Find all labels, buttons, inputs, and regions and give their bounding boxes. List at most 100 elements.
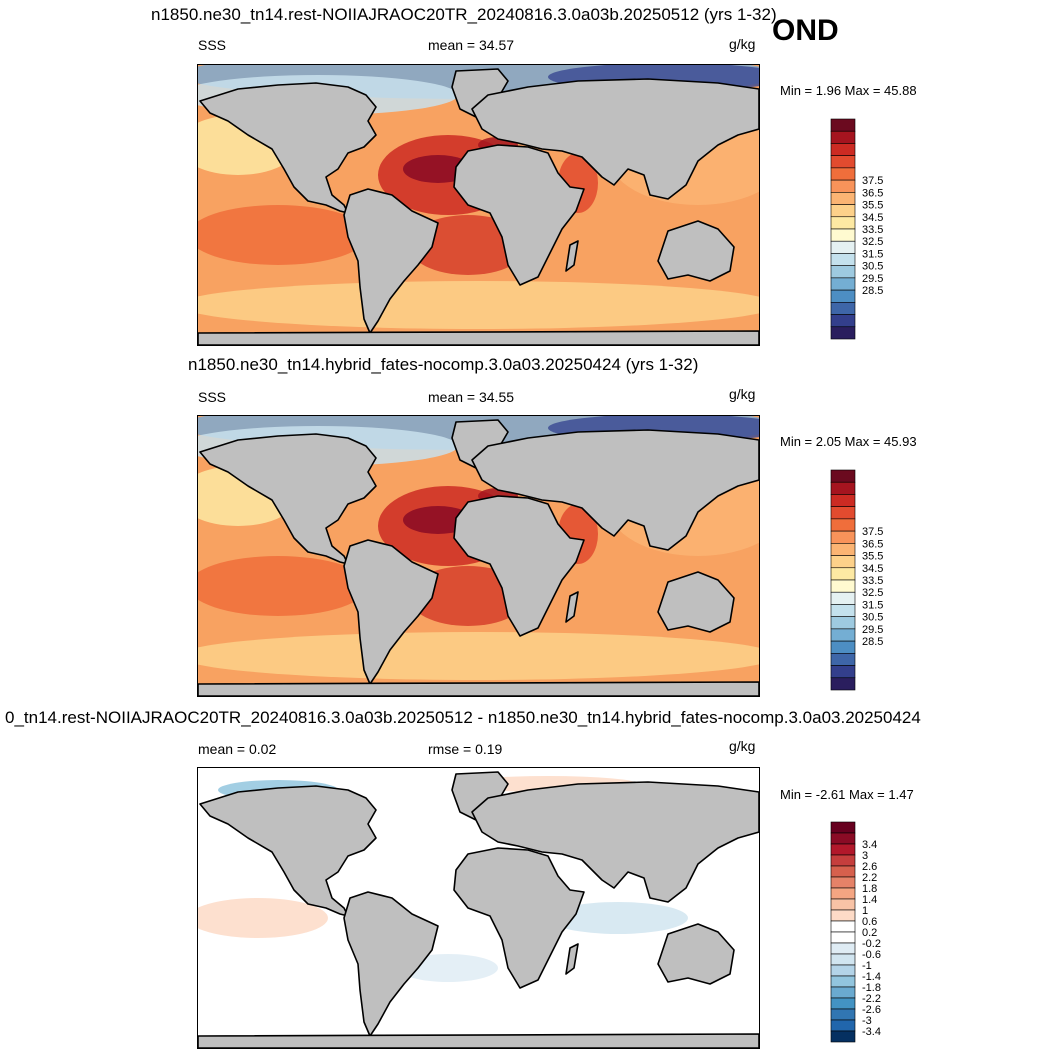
panel3-south-america-landmass bbox=[343, 891, 439, 1037]
panel1-colorbar-swatch bbox=[830, 228, 856, 242]
panel3-colorbar-swatch bbox=[830, 920, 856, 933]
panel3-title: 0_tn14.rest-NOIIAJRAOC20TR_20240816.3.0a… bbox=[5, 708, 921, 727]
panel3-units-label: g/kg bbox=[729, 738, 756, 754]
panel1-madagascar-landmass bbox=[565, 240, 579, 272]
panel3-colorbar-swatch bbox=[830, 997, 856, 1010]
panel1-australia-landmass bbox=[657, 220, 735, 282]
panel3-colorbar-swatch bbox=[830, 942, 856, 955]
panel2-colorbar-tick-label: 34.5 bbox=[862, 563, 883, 575]
panel3-rmse-label: rmse = 0.19 bbox=[428, 741, 503, 757]
panel3-colorbar-swatch bbox=[830, 865, 856, 878]
panel3-africa-landmass bbox=[453, 847, 585, 989]
panel2-north-america-landmass bbox=[199, 433, 377, 565]
panel3-colorbar: 3.4 3 2.6 2.2 1.8 1.4 1 0.6 0.2 -0.2 -0.6 -1 -1.4 -1.… bbox=[830, 821, 940, 1048]
panel2-colorbar-swatch bbox=[830, 555, 856, 569]
panel1-north-america-landmass bbox=[199, 82, 377, 214]
panel3-map bbox=[197, 767, 760, 1049]
panel1-colorbar-tick-label: 36.5 bbox=[862, 187, 883, 199]
panel1-colorbar-swatch bbox=[830, 277, 856, 291]
panel1-colorbar-swatch bbox=[830, 326, 856, 340]
panel3-colorbar-tick-label: -0.6 bbox=[862, 949, 881, 961]
panel3-colorbar-swatch bbox=[830, 909, 856, 922]
panel1-mean-label: mean = 34.57 bbox=[428, 37, 515, 53]
panel2-mean-label: mean = 34.55 bbox=[428, 389, 515, 405]
panel1-map bbox=[197, 64, 760, 346]
panel2-colorbar-tick-label: 31.5 bbox=[862, 599, 883, 611]
panel2-australia-landmass bbox=[657, 571, 735, 633]
panel3-colorbar-swatch bbox=[830, 1030, 856, 1043]
panel1-colorbar-swatch bbox=[830, 253, 856, 266]
panel3-colorbar-tick-label: 3 bbox=[862, 850, 868, 862]
panel3-minmax: Min = -2.61 Max = 1.47 bbox=[780, 787, 914, 802]
panel2-colorbar-swatch bbox=[830, 506, 856, 520]
panel1-colorbar-tick-label: 34.5 bbox=[862, 212, 883, 224]
panel3-colorbar-tick-label: -1.8 bbox=[862, 982, 881, 994]
panel1-colorbar-swatch bbox=[830, 130, 856, 144]
panel1-south-america-landmass bbox=[343, 188, 439, 334]
panel1-antarctica-landmass bbox=[198, 330, 759, 345]
panel1-units-label: g/kg bbox=[729, 36, 756, 52]
panel1-colorbar-tick-label: 37.5 bbox=[862, 175, 883, 187]
panel3-antarctica-landmass bbox=[198, 1033, 759, 1048]
panel2-colorbar-tick-label: 28.5 bbox=[862, 636, 883, 648]
panel2-colorbar-swatch bbox=[830, 628, 856, 642]
panel3-colorbar-swatch bbox=[830, 898, 856, 911]
panel1-colorbar-swatch bbox=[830, 179, 856, 193]
panel2-colorbar-tick-label: 35.5 bbox=[862, 551, 883, 563]
panel2-colorbar-swatch bbox=[830, 653, 856, 666]
panel1-colorbar-swatch bbox=[830, 302, 856, 315]
panel2-colorbar-swatch bbox=[830, 677, 856, 691]
panel1-africa-landmass bbox=[453, 144, 585, 286]
panel1-colorbar-tick-label: 32.5 bbox=[862, 236, 883, 248]
panel3-colorbar-tick-label: -0.2 bbox=[862, 938, 881, 950]
panel2-colorbar-tick-label: 37.5 bbox=[862, 526, 883, 538]
panel1-colorbar-swatch bbox=[830, 155, 856, 169]
panel2-colorbar-swatch bbox=[830, 567, 856, 581]
panel2-colorbar-swatch bbox=[830, 591, 856, 605]
panel1-colorbar-swatch bbox=[830, 289, 856, 303]
panel3-colorbar-swatch bbox=[830, 1008, 856, 1021]
panel1-colorbar-swatch bbox=[830, 314, 856, 328]
panel2-eurasia-landmass bbox=[471, 429, 759, 551]
panel2-colorbar-swatch bbox=[830, 530, 856, 544]
panel3-colorbar-swatch bbox=[830, 832, 856, 845]
panel1-minmax: Min = 1.96 Max = 45.88 bbox=[780, 83, 917, 98]
panel3-colorbar-tick-label: -1.4 bbox=[862, 971, 881, 983]
panel3-colorbar-swatch bbox=[830, 854, 856, 867]
panel3-eurasia-landmass bbox=[471, 781, 759, 903]
panel1-colorbar-tick-label: 35.5 bbox=[862, 200, 883, 212]
panel2-south-america-landmass bbox=[343, 539, 439, 685]
panel3-colorbar-tick-label: 2.2 bbox=[862, 872, 877, 884]
panel2-colorbar-tick-label: 29.5 bbox=[862, 624, 883, 636]
panel2-colorbar-swatch bbox=[830, 665, 856, 679]
panel3-colorbar-swatch bbox=[830, 821, 856, 834]
panel2-colorbar-swatch bbox=[830, 640, 856, 654]
panel3-colorbar-swatch bbox=[830, 876, 856, 889]
panel3-colorbar-tick-label: -3.4 bbox=[862, 1026, 881, 1038]
panel2-colorbar-swatch bbox=[830, 481, 856, 495]
panel2-units-label: g/kg bbox=[729, 386, 756, 402]
panel3-colorbar-tick-label: 0.2 bbox=[862, 927, 877, 939]
panel1-colorbar-swatch bbox=[830, 167, 856, 181]
panel3-colorbar-tick-label: 2.6 bbox=[862, 861, 877, 873]
panel1-colorbar-swatch bbox=[830, 265, 856, 279]
panel2-minmax: Min = 2.05 Max = 45.93 bbox=[780, 434, 917, 449]
panel3-colorbar-swatch bbox=[830, 964, 856, 977]
panel3-colorbar-tick-label: 1.8 bbox=[862, 883, 877, 895]
panel1-colorbar-swatch bbox=[830, 204, 856, 218]
panel2-colorbar-swatch bbox=[830, 579, 856, 593]
panel2-africa-landmass bbox=[453, 495, 585, 637]
panel2-colorbar-swatch bbox=[830, 543, 856, 556]
panel1-colorbar-swatch bbox=[830, 192, 856, 205]
panel2-title: n1850.ne30_tn14.hybrid_fates-nocomp.3.0a… bbox=[188, 355, 699, 374]
panel1-variable-label: SSS bbox=[198, 37, 227, 53]
panel1-colorbar-swatch bbox=[830, 216, 856, 230]
panel3-colorbar-swatch bbox=[830, 931, 856, 944]
panel1-colorbar-swatch bbox=[830, 240, 856, 254]
panel3-colorbar-tick-label: -2.6 bbox=[862, 1004, 881, 1016]
panel1-colorbar-swatch bbox=[830, 118, 856, 132]
panel2-colorbar-swatch bbox=[830, 518, 856, 532]
panel2-colorbar-swatch bbox=[830, 494, 856, 507]
panel3-colorbar-tick-label: 1 bbox=[862, 905, 868, 917]
panel2-colorbar: 37.5 36.5 35.5 34.5 33.5 32.5 31.5 30.5 29.5 28.5 bbox=[830, 469, 940, 696]
